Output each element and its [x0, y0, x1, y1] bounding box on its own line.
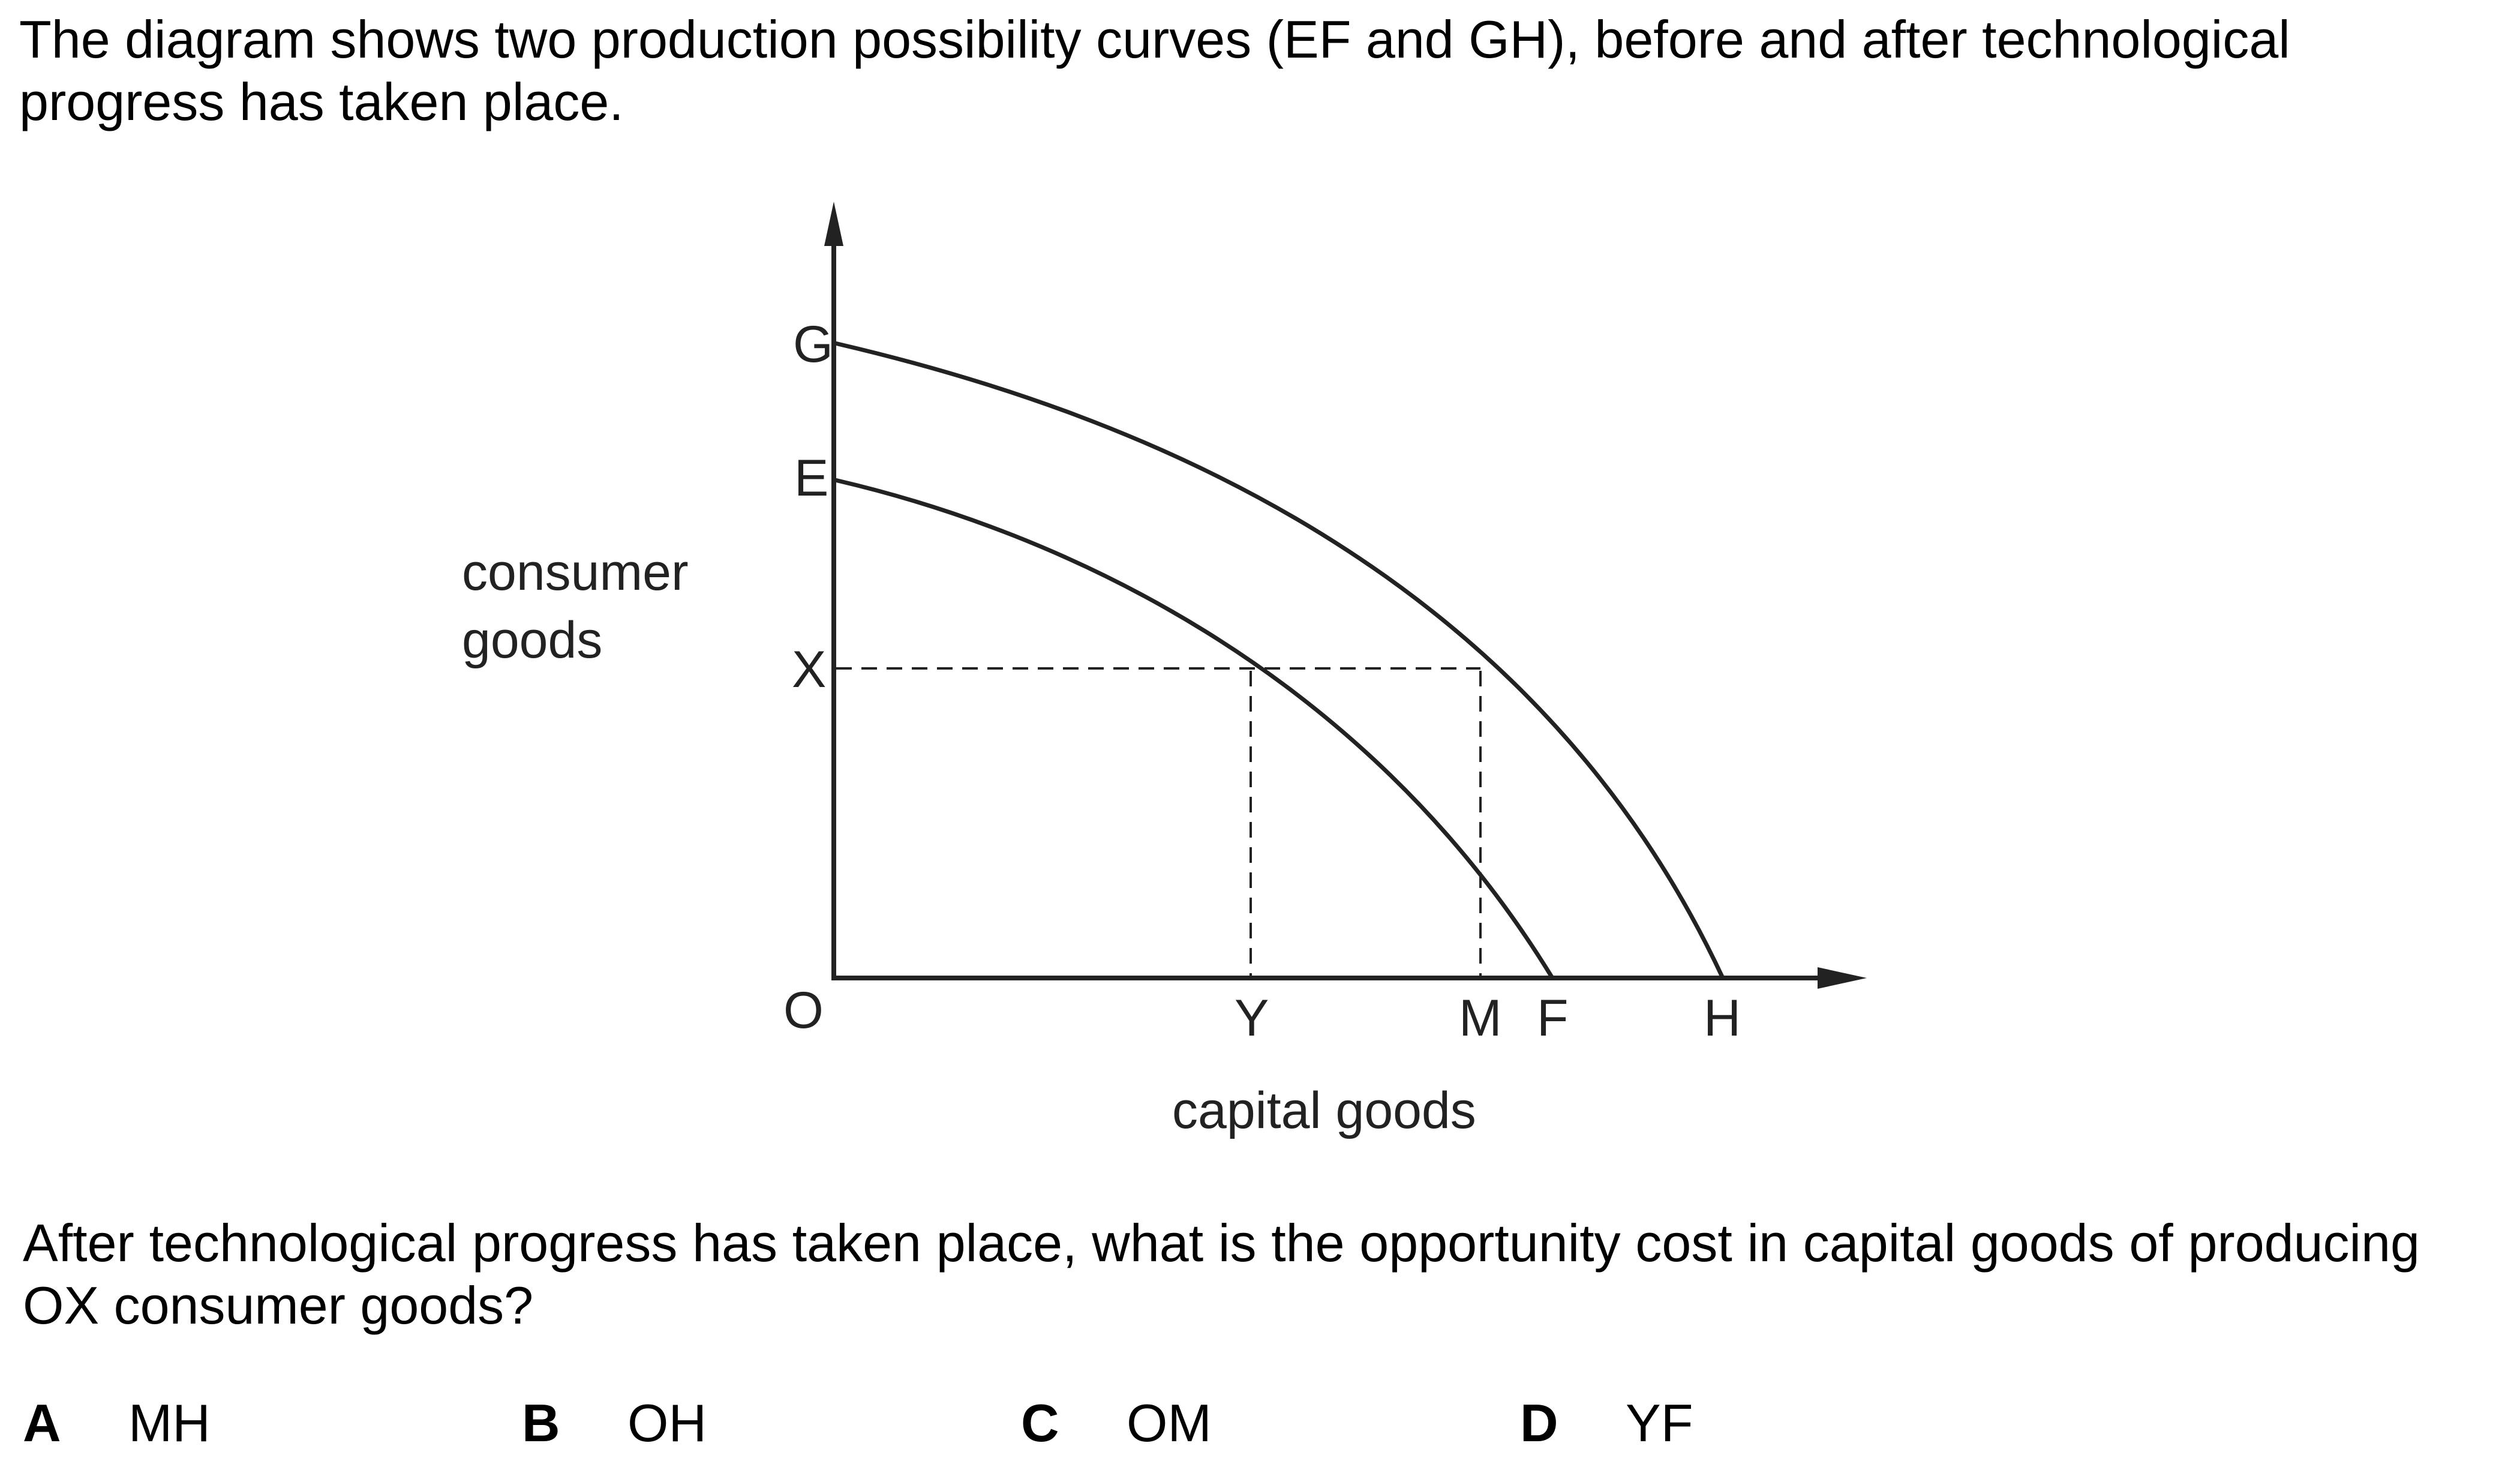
- curve-ef: [834, 478, 1554, 979]
- y-axis-title-line2: goods: [462, 611, 602, 669]
- curve-gh: [834, 341, 1725, 979]
- option-a-letter: A: [23, 1393, 61, 1453]
- label-h: H: [1704, 989, 1741, 1047]
- option-b[interactable]: B OH: [522, 1392, 707, 1454]
- label-x: X: [792, 641, 826, 698]
- answer-options: A MH B OH C OM D YF: [0, 1392, 2520, 1464]
- x-axis-title: capital goods: [1172, 1082, 1476, 1139]
- label-origin: O: [783, 982, 824, 1039]
- option-c[interactable]: C OM: [1021, 1392, 1212, 1454]
- question-text: After technological progress has taken p…: [23, 1213, 2420, 1335]
- option-b-letter: B: [522, 1393, 560, 1453]
- option-b-text: OH: [627, 1393, 707, 1453]
- x-axis-arrowhead: [1818, 967, 1867, 989]
- option-a[interactable]: A MH: [23, 1392, 211, 1454]
- option-a-text: MH: [128, 1393, 211, 1453]
- label-y: Y: [1235, 989, 1269, 1047]
- label-f: F: [1537, 989, 1569, 1047]
- option-d-letter: D: [1520, 1393, 1558, 1453]
- y-axis-title-line1: consumer: [462, 544, 689, 601]
- option-c-letter: C: [1021, 1393, 1059, 1453]
- intro-text: The diagram shows two production possibi…: [19, 10, 2290, 131]
- option-d[interactable]: D YF: [1520, 1392, 1693, 1454]
- y-axis-arrowhead: [824, 202, 843, 246]
- label-g: G: [793, 316, 833, 373]
- option-c-text: OM: [1127, 1393, 1212, 1453]
- label-e: E: [794, 449, 828, 507]
- option-d-text: YF: [1626, 1393, 1693, 1453]
- label-m: M: [1459, 989, 1502, 1047]
